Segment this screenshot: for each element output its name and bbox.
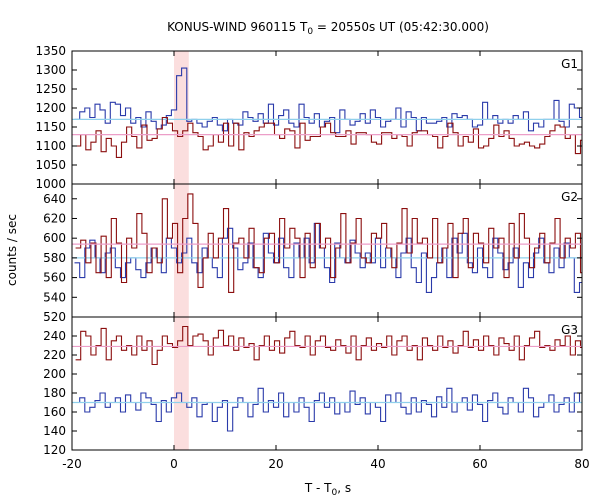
x-axis-label-subscript: 0 [332, 488, 338, 498]
y-tick-label: 600 [43, 231, 66, 245]
x-axis-label: T - T0, s [304, 481, 351, 498]
panels-group: 10001050110011501200125013001350G1520540… [35, 44, 589, 471]
y-tick-label: 640 [43, 192, 66, 206]
panel-frame [71, 316, 583, 451]
y-tick-label: 120 [43, 443, 66, 457]
panel-label: G3 [561, 323, 578, 337]
y-tick-label: 220 [43, 348, 66, 362]
y-tick-label: 160 [43, 405, 66, 419]
y-tick-label: 1300 [35, 63, 66, 77]
y-tick-label: 200 [43, 367, 66, 381]
x-tick-label: 40 [370, 457, 385, 471]
y-tick-label: 580 [43, 251, 66, 265]
x-tick-label: 60 [472, 457, 487, 471]
y-tick-label: 1000 [35, 177, 66, 191]
panel-frame [71, 50, 583, 185]
x-tick-label: 80 [574, 457, 589, 471]
series-line-g2-dark-red [75, 193, 582, 293]
chart-title-suffix: = 20550s UT (05:42:30.000) [313, 20, 489, 34]
y-tick-label: 520 [43, 310, 66, 324]
x-axis-label-prefix: T - T [304, 481, 332, 495]
series-line-g3-blue [74, 387, 582, 432]
series-line-g3-dark-red [75, 325, 582, 366]
chart-title-prefix: KONUS-WIND 960115 T [167, 20, 308, 34]
y-tick-label: 1250 [35, 82, 66, 96]
panel-g2: 520 540 560 580 600 620 640 G2 [43, 183, 583, 324]
highlight-band [174, 51, 189, 450]
y-tick-label: 1150 [35, 120, 66, 134]
panel-frame [71, 183, 583, 318]
chart-title: KONUS-WIND 960115 T0 = 20550s UT (05:42:… [167, 20, 489, 37]
x-axis-label-suffix: , s [337, 481, 351, 495]
chart-title-subscript: 0 [307, 27, 313, 37]
panel-label: G1 [561, 57, 578, 71]
y-tick-label: 1050 [35, 158, 66, 172]
panel-g3: 120 140 160 180 200 220 240 -20 0 20 40 60 80 G3 [43, 316, 590, 471]
y-tick-label: 1200 [35, 101, 66, 115]
series-line-g2-blue [74, 222, 582, 293]
x-tick-label: 20 [268, 457, 283, 471]
x-tick-label: 0 [170, 457, 178, 471]
y-tick-label: 620 [43, 211, 66, 225]
y-tick-label: 560 [43, 271, 66, 285]
y-tick-label: 1100 [35, 139, 66, 153]
y-tick-label: 1350 [35, 44, 66, 58]
y-tick-label: 240 [43, 329, 66, 343]
panel-label: G2 [561, 190, 578, 204]
y-tick-label: 540 [43, 290, 66, 304]
panel-g1: 1000 1050 1100 1150 1200 1250 1300 1350 G1 [35, 44, 583, 191]
y-axis-label: counts / sec [5, 214, 19, 286]
series-line-g1-dark-red [75, 116, 582, 158]
y-tick-label: 180 [43, 386, 66, 400]
y-tick-label: 140 [43, 424, 66, 438]
x-tick-label: -20 [62, 457, 82, 471]
